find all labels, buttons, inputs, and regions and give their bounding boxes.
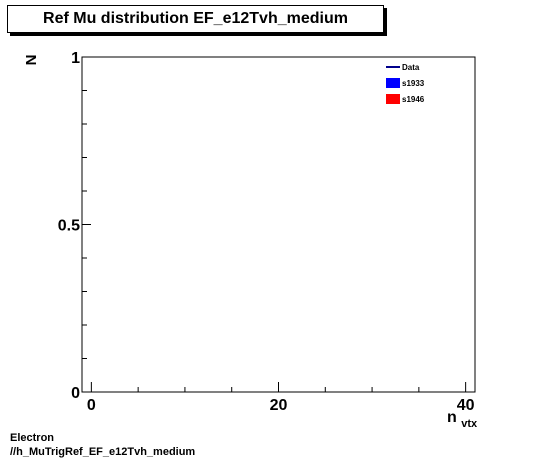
chart-title: Ref Mu distribution EF_e12Tvh_medium xyxy=(43,10,348,27)
x-axis-ticks: 0 20 40 xyxy=(87,382,475,414)
legend-label: s1933 xyxy=(402,79,425,88)
plot-frame xyxy=(81,56,476,393)
y-axis-ticks: 00.51 xyxy=(58,50,91,402)
footer-line-1: Electron xyxy=(10,432,55,444)
legend-label: s1946 xyxy=(402,95,425,104)
x-axis-label-subscript: vtx xyxy=(461,418,478,430)
x-tick-label: 0 xyxy=(87,397,96,414)
y-tick-label: 1 xyxy=(71,50,80,67)
y-tick-label: 0.5 xyxy=(58,218,80,235)
y-axis-label: N xyxy=(23,55,40,66)
x-tick-label: 20 xyxy=(270,397,288,414)
legend: Data s1933 s1946 xyxy=(386,63,425,104)
legend-fill-marker xyxy=(386,78,400,88)
x-axis-label-main: n xyxy=(447,409,457,426)
x-tick-label: 40 xyxy=(457,397,475,414)
footer-line-2: //h_MuTrigRef_EF_e12Tvh_medium xyxy=(10,446,196,458)
x-axis-label: n vtx xyxy=(447,409,478,430)
legend-label: Data xyxy=(402,63,420,72)
legend-fill-marker xyxy=(386,94,400,104)
chart-title-box: Ref Mu distribution EF_e12Tvh_medium xyxy=(7,5,384,33)
y-tick-label: 0 xyxy=(71,385,80,402)
